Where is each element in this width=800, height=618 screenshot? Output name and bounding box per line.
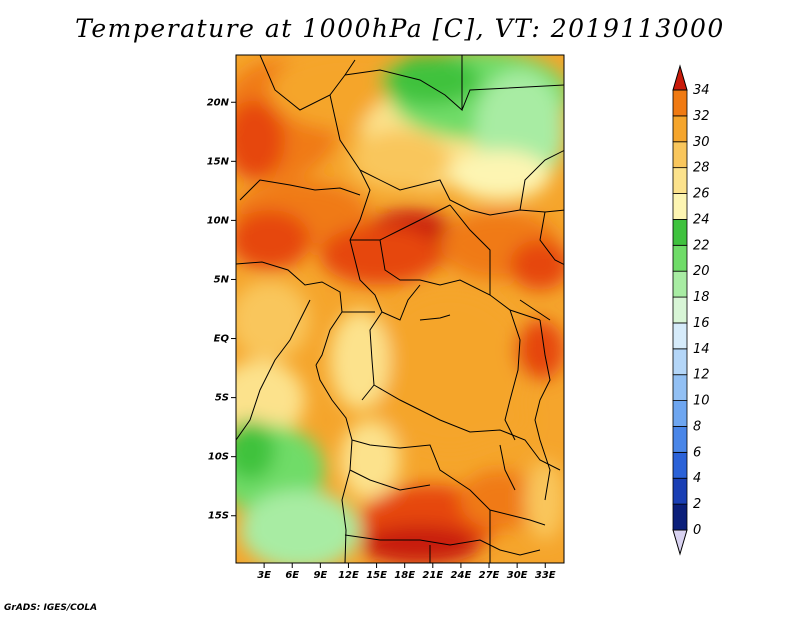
colorbar-label: 32 (693, 109, 710, 124)
lon-tick-label: 18E (394, 570, 415, 581)
colorbar-segment (672, 348, 688, 376)
colorbar-label: 22 (693, 238, 710, 253)
lat-tick-label: 10S (208, 452, 229, 463)
colorbar-label: 2 (693, 497, 701, 512)
lon-tick-label: 24E (451, 570, 472, 581)
colorbar-label: 6 (693, 445, 701, 460)
colorbar-label: 30 (693, 135, 710, 150)
colorbar-segment (672, 322, 688, 350)
colorbar-label: 0 (693, 523, 701, 538)
colorbar-label: 14 (693, 342, 710, 357)
colorbar-label: 16 (693, 316, 710, 331)
colorbar-segment (672, 193, 688, 220)
colorbar-label: 12 (693, 368, 710, 383)
map-frame (235, 54, 565, 564)
lat-tick-label: 15S (208, 511, 229, 522)
colorbar-segment (672, 141, 688, 169)
lat-tick-label: 20N (207, 97, 230, 108)
lat-tick-label: 15N (207, 156, 230, 167)
footer-credit: GrADS: IGES/COLA (4, 603, 98, 613)
lat-tick-label: 5N (214, 274, 230, 285)
colorbar-label: 26 (693, 187, 710, 202)
colorbar-low-arrow (672, 529, 688, 556)
lon-tick-label: 6E (285, 570, 299, 581)
lon-tick-label: 30E (507, 570, 528, 581)
colorbar-segment (672, 374, 688, 401)
colorbar-label: 8 (693, 419, 701, 434)
longitude-axis: 3E 6E 9E 12E 15E 18E 21E 24E 27E 30E 33E (257, 563, 556, 581)
country-borders (236, 55, 564, 563)
latitude-axis: 20N 15N 10N 5N EQ 5S 10S 15S (207, 97, 236, 522)
colorbar-label: 34 (693, 83, 710, 98)
colorbar-label: 18 (693, 290, 710, 305)
colorbar-segment (672, 296, 688, 324)
colorbar-segment (672, 451, 688, 479)
lon-tick-label: 27E (479, 570, 500, 581)
lon-tick-label: 12E (338, 570, 359, 581)
colorbar-high-arrow (672, 64, 688, 91)
colorbar-label: 4 (693, 471, 701, 486)
colorbar-label: 24 (693, 212, 710, 227)
colorbar-segment (672, 167, 688, 194)
lat-tick-label: EQ (214, 334, 230, 345)
lon-tick-label: 21E (422, 570, 443, 581)
lon-tick-label: 15E (366, 570, 387, 581)
colorbar-label: 10 (693, 394, 710, 409)
colorbar-segment (672, 115, 688, 143)
lat-tick-label: 5S (215, 393, 229, 404)
map-title: Temperature at 1000hPa [C], VT: 20191130… (75, 14, 725, 43)
lat-tick-label: 10N (207, 215, 230, 226)
colorbar-segment (672, 426, 688, 453)
colorbar-segment (672, 270, 688, 298)
temperature-field (236, 55, 564, 563)
colorbar-segment (672, 400, 688, 427)
colorbar-segment (672, 89, 688, 117)
colorbar-segment (672, 244, 688, 272)
colorbar-segment (672, 219, 688, 246)
colorbar-segment (672, 477, 688, 505)
colorbar-label: 28 (693, 161, 710, 176)
lon-tick-label: 33E (535, 570, 556, 581)
colorbar-label: 20 (693, 264, 710, 279)
lon-tick-label: 3E (257, 570, 271, 581)
colorbar-segment (672, 503, 688, 531)
lon-tick-label: 9E (313, 570, 327, 581)
